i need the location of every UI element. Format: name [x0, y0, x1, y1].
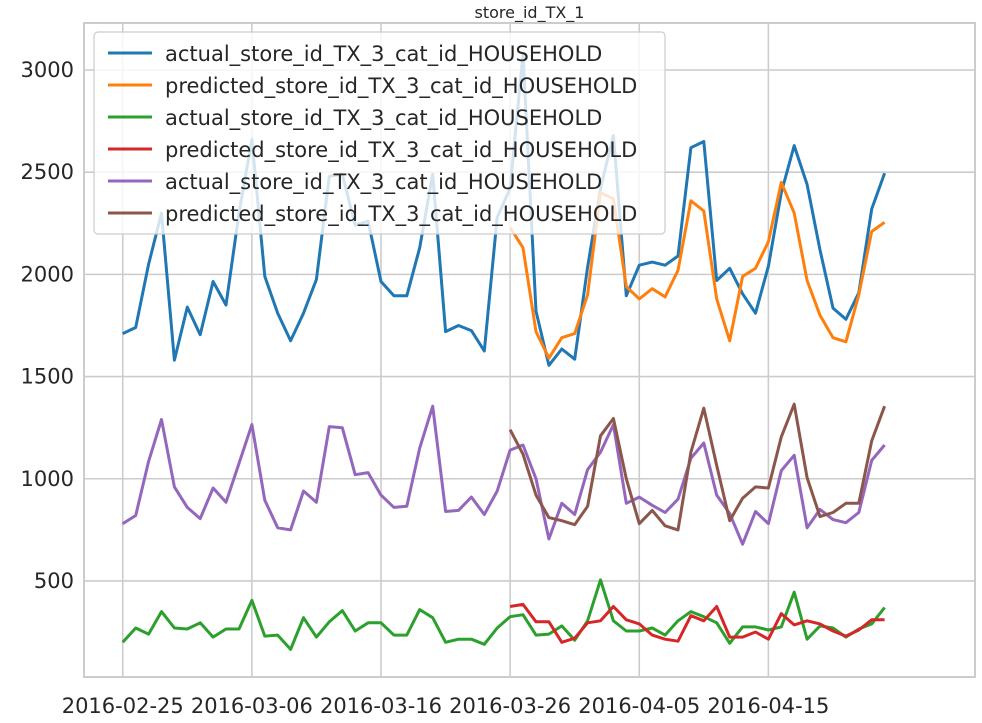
- chart-title: store_id_TX_1: [475, 3, 585, 23]
- series-line-3: [121, 578, 886, 651]
- x-tick-label: 2016-02-25: [62, 694, 184, 718]
- y-tick-label: 1500: [21, 365, 74, 389]
- legend-label: predicted_store_id_TX_3_cat_id_HOUSEHOLD: [165, 202, 637, 227]
- series-line-4: [509, 602, 885, 644]
- plot-frame: [83, 22, 976, 678]
- y-tick-label: 1000: [21, 467, 74, 491]
- legend-label: actual_store_id_TX_3_cat_id_HOUSEHOLD: [165, 170, 602, 195]
- x-tick-label: 2016-03-26: [449, 694, 571, 718]
- y-tick-label: 500: [34, 569, 74, 593]
- x-tick-label: 2016-03-06: [191, 694, 313, 718]
- series-line-2: [508, 180, 886, 360]
- x-tick-label: 2016-04-05: [578, 694, 700, 718]
- y-tick-label: 2000: [21, 262, 74, 286]
- legend-label: actual_store_id_TX_3_cat_id_HOUSEHOLD: [165, 42, 602, 67]
- y-axis-tick-labels: 500 1000 1500 2000 2500 3000: [21, 58, 74, 593]
- x-tick-label: 2016-04-15: [707, 694, 829, 718]
- legend-label: predicted_store_id_TX_3_cat_id_HOUSEHOLD: [165, 74, 637, 99]
- series-line-6: [508, 402, 887, 532]
- legend: actual_store_id_TX_3_cat_id_HOUSEHOLDpre…: [93, 31, 666, 235]
- y-tick-label: 2500: [21, 160, 74, 184]
- x-axis-tick-labels: 2016-02-25 2016-03-06 2016-03-16 2016-03-26…: [62, 694, 830, 718]
- series-line-5: [121, 404, 886, 546]
- legend-label: predicted_store_id_TX_3_cat_id_HOUSEHOLD: [165, 138, 637, 163]
- legend-box: [93, 31, 666, 235]
- x-tick-label: 2016-03-16: [320, 694, 442, 718]
- y-tick-label: 3000: [21, 58, 74, 82]
- legend-label: actual_store_id_TX_3_cat_id_HOUSEHOLD: [165, 106, 602, 131]
